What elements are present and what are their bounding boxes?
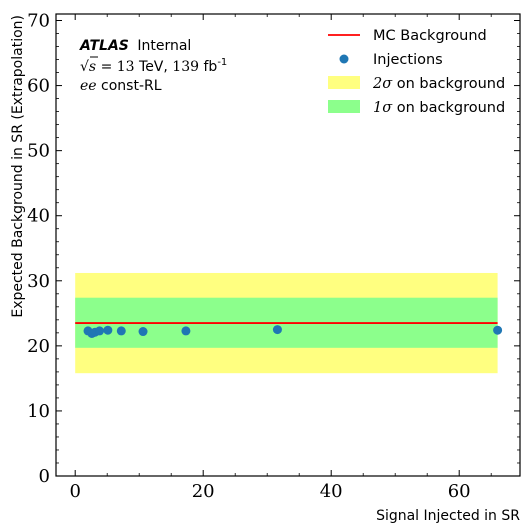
- atlas-annotation: ATLAS Internal √s = 13 TeV, 139 fb-1 ee …: [79, 38, 227, 94]
- x-tick-label: 40: [320, 481, 343, 502]
- selection-text: const-RL: [101, 78, 162, 94]
- x-tick-label: 0: [69, 481, 80, 502]
- energy-unit: TeV,: [138, 59, 168, 75]
- injection-point: [272, 325, 282, 335]
- energy-lumi-line: √s = 13 TeV, 139 fb-1: [80, 57, 227, 75]
- y-tick-label: 60: [27, 76, 50, 97]
- y-tick-label: 30: [27, 271, 50, 292]
- tick-labels: 0 20 40 60 0 10 20 30 40 50 60 70: [27, 11, 471, 502]
- experiment-label: ATLAS: [79, 38, 129, 54]
- legend-label-2sigma: 2σ on background: [372, 76, 505, 92]
- legend-2sigma-text: on background: [397, 76, 505, 92]
- energy-prefix: s: [89, 59, 96, 75]
- y-axis-label: Expected Background in SR (Extrapolation…: [10, 15, 26, 318]
- injection-points: [83, 325, 503, 338]
- injection-point: [116, 326, 126, 336]
- legend-label-mc-background: MC Background: [373, 28, 487, 44]
- injection-point: [103, 325, 113, 335]
- legend-label-injections: Injections: [373, 52, 443, 68]
- axis-ticks: [56, 14, 520, 477]
- energy-value: = 13: [101, 59, 135, 75]
- legend-1sigma-symbol: 1σ: [373, 100, 393, 116]
- x-tick-label: 20: [192, 481, 215, 502]
- y-tick-label: 10: [27, 401, 50, 422]
- legend-1sigma-text: on background: [397, 100, 505, 116]
- plot-frame: [55, 13, 521, 477]
- status-label: Internal: [137, 38, 191, 54]
- y-tick-label: 0: [39, 466, 50, 487]
- legend-swatch-1sigma: [328, 100, 360, 113]
- y-tick-label: 70: [27, 11, 50, 32]
- y-tick-label: 50: [27, 141, 50, 162]
- injection-point: [95, 326, 105, 336]
- sqrt-sign: √: [80, 59, 89, 75]
- y-tick-label: 40: [27, 206, 50, 227]
- x-tick-label: 60: [448, 481, 471, 502]
- injection-point: [181, 326, 191, 336]
- legend-2sigma-symbol: 2σ: [372, 76, 393, 92]
- injection-point: [138, 327, 148, 337]
- lumi-exponent: -1: [217, 57, 227, 68]
- legend: MC Background Injections 2σ on backgroun…: [328, 28, 505, 116]
- legend-swatch-2sigma: [328, 76, 360, 89]
- lumi-value: 139: [172, 59, 199, 75]
- injection-point: [493, 325, 503, 335]
- selection-math: ee: [80, 78, 97, 94]
- svg-text:ATLAS Internal: ATLAS Internal: [79, 38, 191, 54]
- selection-line: ee const-RL: [80, 78, 162, 94]
- legend-marker-injections: [339, 54, 349, 64]
- legend-label-1sigma: 1σ on background: [373, 100, 505, 116]
- x-axis-label: Signal Injected in SR: [376, 508, 520, 524]
- lumi-unit: fb: [203, 59, 217, 75]
- y-tick-label: 20: [27, 336, 50, 357]
